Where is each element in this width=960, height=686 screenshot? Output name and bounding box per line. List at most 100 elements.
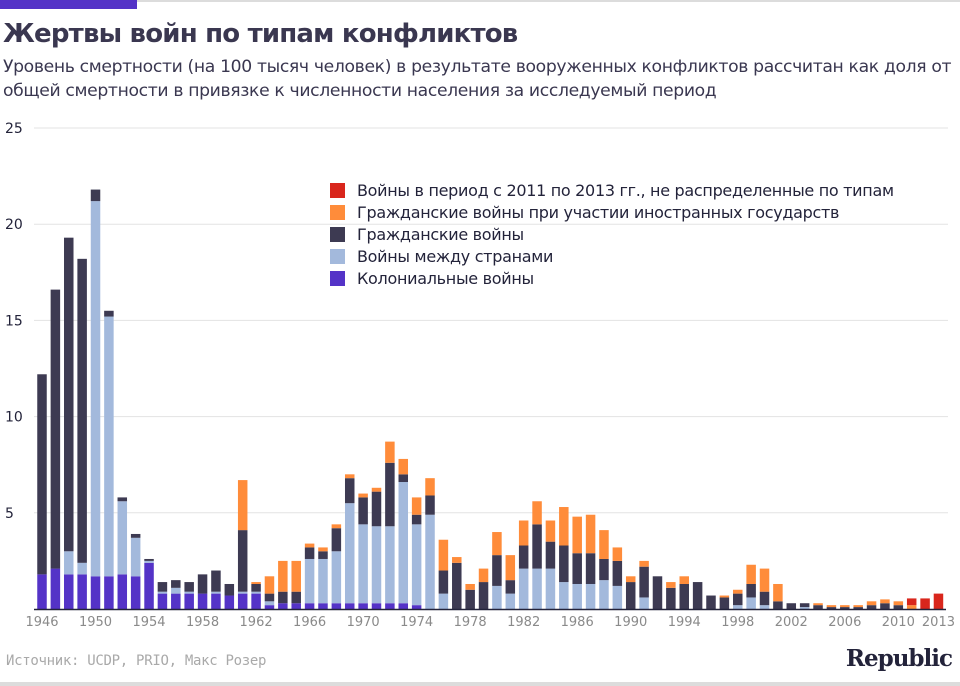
bar-civil_foreign-1971 — [371, 487, 382, 492]
bar-civil-1958 — [197, 574, 208, 594]
bar-stack-1978 — [465, 583, 475, 609]
bar-civil_foreign-2008 — [866, 601, 877, 606]
bar-civil-1993 — [666, 587, 676, 609]
bar-civil-1972 — [385, 462, 395, 527]
y-tick-label: 15 — [5, 313, 23, 329]
legend-swatch-colonial — [330, 270, 345, 286]
bar-civil_foreign-1983 — [532, 501, 542, 525]
bar-civil-2004 — [813, 605, 823, 609]
legend: Войны в период с 2011 по 2013 гг., не ра… — [330, 179, 894, 289]
bar-stack-1990 — [625, 576, 636, 609]
x-tick-label: 2013 — [922, 615, 955, 630]
bar-civil-2006 — [840, 607, 850, 609]
bar-colonial-1962 — [251, 593, 261, 609]
bar-stack-1946 — [37, 374, 47, 609]
bar-stack-1972 — [385, 441, 395, 609]
legend-label-interstate: Войны между странами — [357, 246, 554, 266]
bar-civil_foreign-1993 — [666, 582, 676, 588]
bar-colonial-1954 — [144, 562, 154, 609]
legend-swatch-unallocated — [330, 182, 345, 198]
bar-stack-1993 — [666, 582, 676, 609]
bar-civil_foreign-1975 — [425, 478, 435, 496]
bar-stack-1957 — [184, 582, 194, 609]
bar-civil-1988 — [599, 558, 609, 581]
bar-stack-1967 — [318, 547, 328, 609]
bar-stack-1998 — [733, 589, 743, 609]
bar-interstate-1987 — [585, 583, 596, 609]
bar-civil_foreign-1967 — [318, 547, 328, 552]
bar-stack-1979 — [478, 568, 489, 609]
y-tick-label: 25 — [5, 121, 23, 137]
x-tick-label: 1990 — [614, 615, 647, 630]
bar-stack-1968 — [331, 524, 342, 609]
bar-civil-1986 — [572, 553, 582, 584]
bar-stack-1997 — [719, 595, 730, 609]
bar-civil-1961 — [237, 530, 248, 592]
bar-civil-1998 — [733, 593, 743, 606]
bar-interstate-1953 — [130, 537, 141, 577]
bar-civil-2001 — [773, 601, 783, 609]
bar-civil-1957 — [184, 582, 194, 592]
bar-civil-1995 — [692, 582, 703, 609]
bar-civil-1980 — [492, 555, 502, 586]
bar-colonial-1946 — [37, 574, 47, 609]
x-tick-label: 1974 — [400, 615, 433, 630]
bar-civil_foreign-1968 — [331, 524, 342, 529]
bar-interstate-1973 — [398, 482, 409, 604]
bar-stack-2008 — [866, 601, 877, 609]
bar-stack-1958 — [197, 574, 208, 609]
bar-interstate-1966 — [304, 558, 315, 604]
bar-civil-1949 — [77, 258, 87, 563]
bar-interstate-1950 — [90, 201, 101, 577]
bar-civil_foreign-1984 — [545, 520, 556, 542]
bar-civil-1969 — [344, 478, 355, 504]
bar-civil_foreign-1964 — [278, 560, 288, 592]
bar-civil_foreign-1974 — [411, 497, 422, 515]
legend-item-civil: Гражданские войны — [330, 223, 894, 245]
bar-interstate-1962 — [251, 591, 261, 594]
bar-stack-1988 — [599, 530, 609, 609]
bar-stack-1953 — [130, 533, 141, 609]
bar-civil-2000 — [759, 591, 770, 606]
bar-civil_foreign-2006 — [840, 605, 850, 608]
bar-civil-1956 — [171, 580, 181, 588]
bar-stack-1976 — [438, 539, 449, 609]
bar-civil-1974 — [411, 514, 422, 525]
bar-stack-2006 — [840, 605, 850, 609]
x-axis-ticks: 1946 1950 1954 1958 1962 1966 1970 1974 1978 1982… — [25, 615, 955, 630]
bar-stack-1950 — [90, 189, 101, 609]
y-tick-label: 10 — [5, 410, 23, 426]
bar-civil-1968 — [331, 528, 342, 552]
bar-stack-1955 — [157, 582, 168, 609]
bar-civil-1996 — [706, 595, 716, 609]
bar-civil-2005 — [826, 607, 837, 609]
bar-civil_foreign-1997 — [719, 595, 730, 598]
bar-civil-1964 — [278, 591, 288, 604]
bar-civil-2008 — [866, 605, 877, 609]
legend-swatch-interstate — [330, 248, 345, 264]
bar-colonial-1947 — [50, 568, 61, 609]
bar-civil_foreign-1961 — [237, 480, 248, 531]
bar-civil-1992 — [652, 576, 663, 609]
x-tick-label: 1962 — [240, 615, 273, 630]
bar-civil_foreign-1978 — [465, 583, 475, 590]
bar-stack-1980 — [492, 532, 502, 609]
bar-interstate-1980 — [492, 585, 502, 609]
bar-civil-1989 — [612, 560, 623, 586]
bar-civil-1984 — [545, 541, 556, 569]
bar-interstate-1999 — [746, 597, 756, 609]
legend-item-civil_foreign: Гражданские войны при участии иностранны… — [330, 201, 894, 223]
bottom-rule — [0, 682, 960, 686]
bar-stack-2007 — [853, 605, 863, 609]
bar-stack-1981 — [505, 555, 516, 609]
chart-title: Жертвы войн по типам конфликтов — [3, 19, 518, 49]
bar-civil_foreign-2004 — [813, 603, 823, 606]
bar-interstate-1967 — [318, 558, 328, 604]
x-tick-label: 1954 — [132, 615, 165, 630]
bar-interstate-1972 — [385, 526, 395, 604]
x-tick-label: 1950 — [79, 615, 112, 630]
bar-civil_foreign-2001 — [773, 583, 783, 602]
bar-stack-2001 — [773, 583, 783, 609]
bar-civil_foreign-1970 — [358, 493, 368, 498]
republic-logo[interactable]: Republic — [845, 645, 953, 672]
